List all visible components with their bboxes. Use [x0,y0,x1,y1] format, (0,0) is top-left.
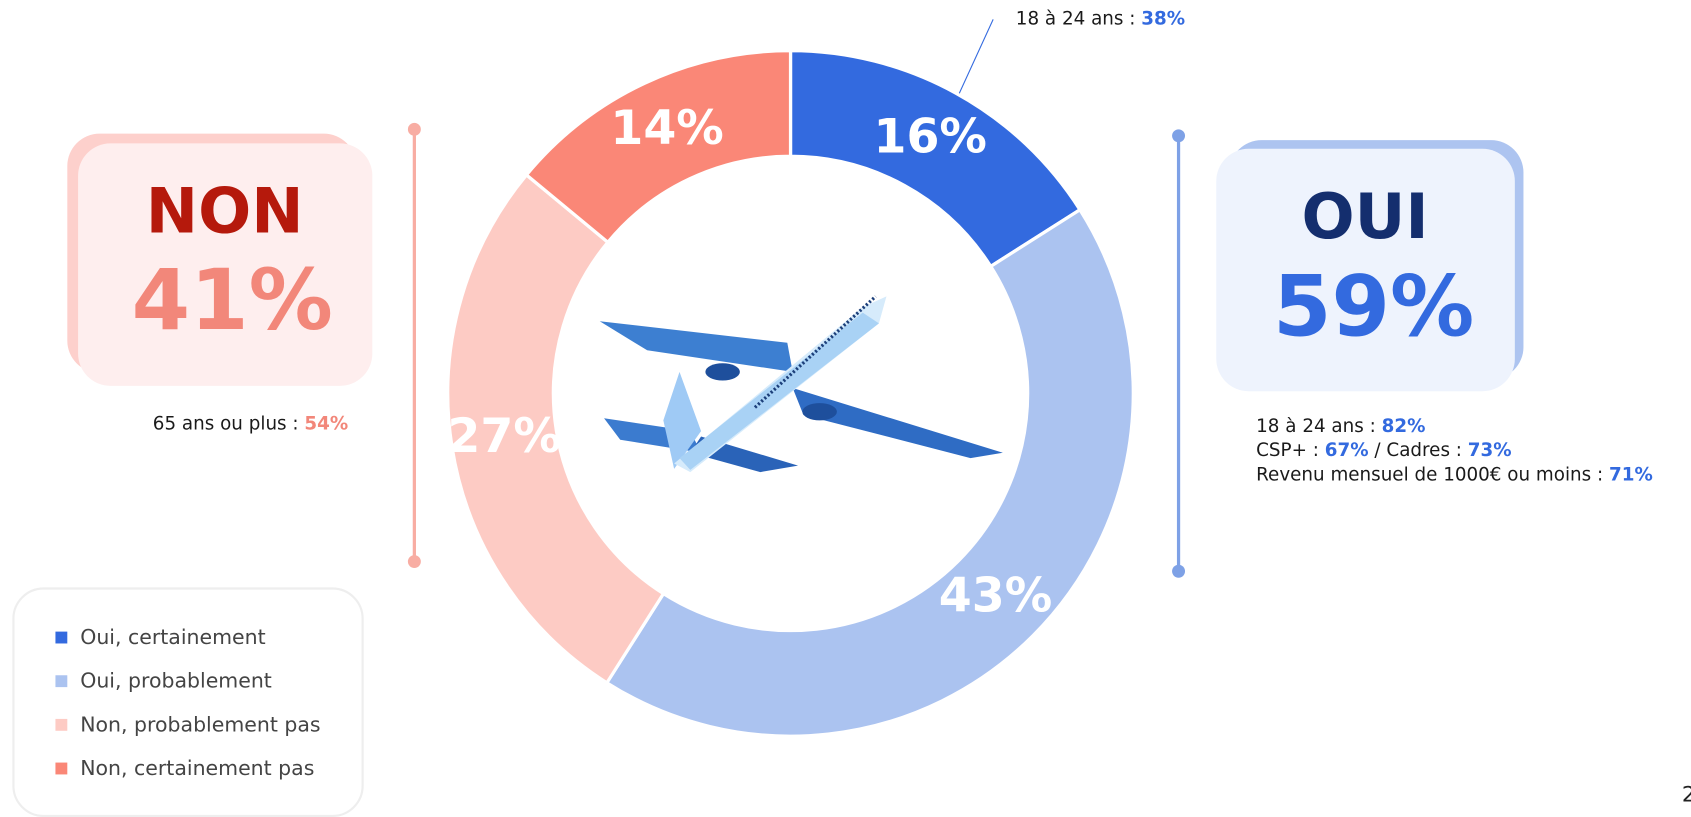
bracket-dot [407,555,421,569]
slice-label: 14% [610,101,723,156]
note-line: Revenu mensuel de 1000€ ou moins : 71% [1256,464,1653,485]
donut-slice [524,49,793,245]
bracket-dot [1172,129,1186,143]
legend-label: Oui, certainement [80,625,265,649]
note-value: 54% [304,414,348,435]
notes: 18 à 24 ans : 38% 65 ans ou plus : 54% 18 … [153,8,1653,485]
slice-label: 43% [939,568,1052,623]
note-text: 65 ans ou plus : [153,414,305,435]
non-total: 41% [132,251,333,349]
non-box [78,143,373,386]
non-title: NON [146,175,304,248]
note-text: CSP+ : [1256,440,1325,461]
oui-title: OUI [1301,180,1428,253]
legend-label: Non, probablement pas [80,712,320,736]
slice-label: 27% [447,409,560,464]
callout-line [957,19,994,98]
oui-total: 59% [1273,258,1474,356]
slice-label: 16% [873,109,986,164]
note-text: / Cadres : [1369,440,1468,461]
legend-swatch [55,631,68,644]
oui-box [1216,148,1515,392]
legend-label: Non, certainement pas [80,756,314,780]
note-value: 73% [1468,440,1512,461]
note-text: 18 à 24 ans : [1256,416,1381,437]
legend-box [12,587,364,817]
note-text: Revenu mensuel de 1000€ ou moins : [1256,464,1609,485]
legend-swatch [55,675,68,688]
donut-slice [604,207,1135,738]
legend-label: Oui, probablement [80,669,272,693]
donut-slice [446,172,666,686]
bracket-dot [407,122,421,136]
note-line: CSP+ : 67% / Cadres : 73% [1256,440,1512,461]
bracket-dot [1172,564,1186,578]
note-value: 67% [1325,440,1369,461]
note-line: 65 ans ou plus : 54% [153,414,348,435]
note-line: 18 à 24 ans : 38% [1016,8,1185,29]
note-line: 18 à 24 ans : 82% [1256,416,1425,437]
airplane-icon [599,295,1003,473]
legend-swatch [55,762,68,775]
note-value: 71% [1609,464,1653,485]
note-text: 18 à 24 ans : [1016,8,1141,29]
note-value: 38% [1141,8,1185,29]
donut: 16% 43% 27% 14% [446,49,1135,738]
page-number: 2 [1682,782,1691,807]
legend-swatch [55,718,68,731]
note-value: 82% [1382,416,1426,437]
